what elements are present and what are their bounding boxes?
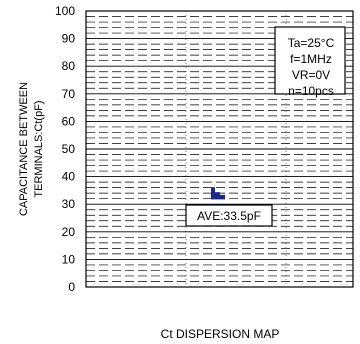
average-label: AVE:33.5pF (197, 209, 261, 223)
plot-frame (85, 10, 354, 288)
data-point (211, 188, 215, 191)
condition-n: n=10pcs (288, 84, 334, 98)
y-tick-label: 60 (62, 114, 76, 128)
condition-vr: VR=0V (292, 68, 330, 82)
condition-ta: Ta=25°C (288, 36, 335, 50)
y-axis-label-line1: CAPACITANCE BETWEEN (18, 82, 30, 216)
data-point (211, 197, 225, 200)
y-tick-label: 70 (62, 87, 76, 101)
y-tick-label: 10 (62, 252, 76, 266)
chart-caption: Ct DISPERSION MAP (161, 327, 280, 341)
condition-f: f=1MHz (290, 52, 332, 66)
y-tick-label: 40 (62, 170, 76, 184)
y-tick-label: 100 (55, 4, 75, 18)
y-tick-label: 50 (62, 142, 76, 156)
y-tick-label: 0 (68, 280, 75, 294)
average-box: AVE:33.5pF (185, 204, 273, 227)
y-tick-label: 20 (62, 225, 76, 239)
y-tick-label: 30 (62, 197, 76, 211)
data-point (211, 190, 215, 193)
data-point (211, 187, 215, 190)
conditions-box: Ta=25°C f=1MHz VR=0V n=10pcs (274, 26, 346, 98)
data-point (211, 192, 220, 195)
y-tick-label: 80 (62, 59, 76, 73)
data-points (211, 187, 225, 200)
y-axis-label-line2: TERMINALS:Ct(pF) (33, 100, 45, 197)
y-tick-label: 90 (62, 32, 76, 46)
